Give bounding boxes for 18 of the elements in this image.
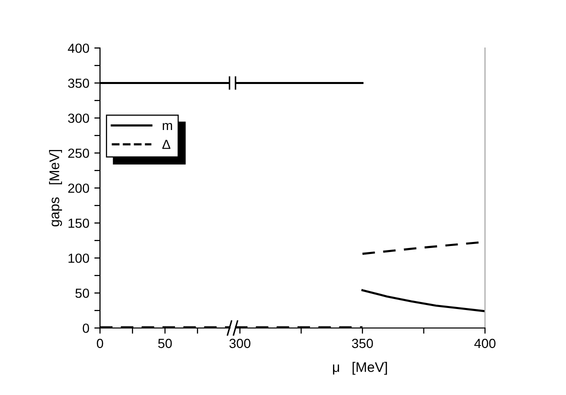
- y-tick-label: 50: [75, 288, 90, 298]
- y-tick-label: 150: [68, 218, 90, 228]
- x-tick-label: 300: [229, 338, 250, 348]
- y-tick-label: 100: [68, 254, 90, 263]
- y-axis-title: gaps [MeV]: [49, 150, 62, 226]
- x-axis-title: μ [MeV]: [333, 362, 387, 375]
- x-tick-label: 350: [352, 338, 373, 348]
- x-tick-label: 50: [158, 338, 172, 348]
- y-tick-label: 400: [68, 44, 90, 53]
- y-tick-label: 200: [68, 184, 90, 193]
- legend-label: Δ: [162, 140, 170, 149]
- y-tick-label: 300: [68, 114, 90, 123]
- legend-label: m: [162, 122, 172, 130]
- x-tick-label: 400: [474, 338, 496, 348]
- y-tick-label: 350: [68, 78, 90, 88]
- x-tick-label: 0: [96, 338, 104, 348]
- y-tick-label: 250: [68, 148, 90, 158]
- y-tick-label: 0: [82, 324, 90, 333]
